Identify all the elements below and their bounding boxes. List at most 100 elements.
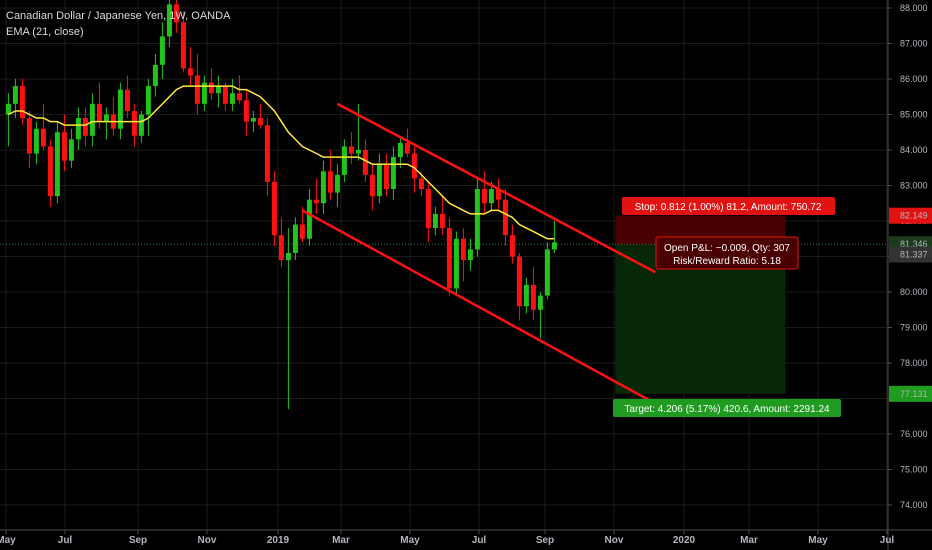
candle-body [173,4,179,23]
candle-body [425,189,431,229]
candle-body [152,64,158,87]
candle-body [243,100,249,122]
stop-label-box [622,197,835,215]
candle-body [124,89,130,111]
price-axis-label: 78.000 [900,358,928,368]
candle-body [68,139,74,161]
candle-body [348,146,354,154]
candle-body [488,189,494,204]
candle-body [75,118,81,140]
candle-body [460,238,466,261]
candle-body [138,114,144,136]
time-axis-label: Jul [880,535,895,546]
price-axis-label: 85.000 [900,110,928,120]
candle-body [26,118,32,154]
candle-body [306,199,312,239]
candle-body [537,295,543,310]
candle-body [502,199,508,236]
candle-body [320,171,326,204]
target-label-box [613,399,841,417]
candle-body [523,284,529,307]
candle-body [271,181,277,236]
candle-body [313,199,319,204]
candle-body [33,128,39,154]
channel-upper-line [336,102,656,274]
candle-body [376,164,382,197]
price-axis-label: 76.000 [900,429,928,439]
indicator-label: EMA (21, close) [6,26,84,38]
candle-body [166,4,172,37]
candle-body [404,142,410,154]
candle-body [5,103,11,115]
ratio-label: Risk/Reward Ratio: 5.18 [673,256,781,267]
price-axis-label: 75.000 [900,465,928,475]
candle-body [54,132,60,197]
candle-body [131,110,137,136]
candle-body [362,150,368,175]
candle-body [369,174,375,197]
candle-body [145,86,151,115]
candle-body [341,146,347,175]
pnl-label-box [655,236,799,270]
price-badge-label: 81.337 [900,250,928,260]
time-axis-label: May [400,535,420,546]
candle-body [257,118,263,126]
candle-body [530,284,536,310]
candle-body [89,103,95,136]
price-axis-label: 80.000 [900,287,928,297]
time-axis-label: Mar [332,535,350,546]
candle-body [516,256,522,307]
price-axis-label: 79.000 [900,323,928,333]
candle-body [61,132,67,161]
candle-body [278,235,284,261]
price-axis-label: 88.000 [900,3,928,13]
candle-body [236,93,242,101]
candle-body [481,189,487,204]
candle-body [299,224,305,239]
candle-body [495,189,501,200]
candle-body [334,174,340,193]
time-axis-label: Nov [605,535,624,546]
candle-body [411,153,417,179]
candle-body [222,86,228,104]
candle-body [551,242,557,250]
candle-body [47,146,53,197]
price-badge-label: 81.346 [900,239,928,249]
candle-body [509,235,515,257]
candle-body [467,249,473,261]
price-axis-label: 74.000 [900,500,928,510]
candle-body [159,36,165,65]
time-axis-label: 2020 [673,535,696,546]
candle-body [390,157,396,190]
price-axis-label: 83.000 [900,181,928,191]
candle-body [12,86,18,104]
candle-body [544,249,550,296]
price-axis-label: 84.000 [900,145,928,155]
candle-body [264,125,270,182]
candle-body [180,22,186,69]
candle-body [194,75,200,104]
time-axis-label: May [808,535,828,546]
candle-body [40,128,46,147]
time-axis-label: 2019 [267,535,290,546]
candle-body [82,118,88,136]
ema-line [8,85,555,240]
candle-body [327,171,333,193]
price-badge-label: 77.131 [900,389,928,399]
candle-body [201,82,207,104]
price-axis-label: 86.000 [900,74,928,84]
candle-body [397,142,403,158]
candle-body [103,114,109,122]
stop-label: Stop: 0.812 (1.00%) 81.2, Amount: 750.72 [635,202,822,213]
candle-body [117,89,123,129]
candle-body [474,189,480,250]
candle-body [439,213,445,229]
candle-body [96,103,102,122]
candle-body [208,82,214,94]
candle-body [285,252,291,261]
time-axis-label: Jul [58,535,73,546]
candle-body [187,68,193,76]
time-axis-label: May [0,535,16,546]
